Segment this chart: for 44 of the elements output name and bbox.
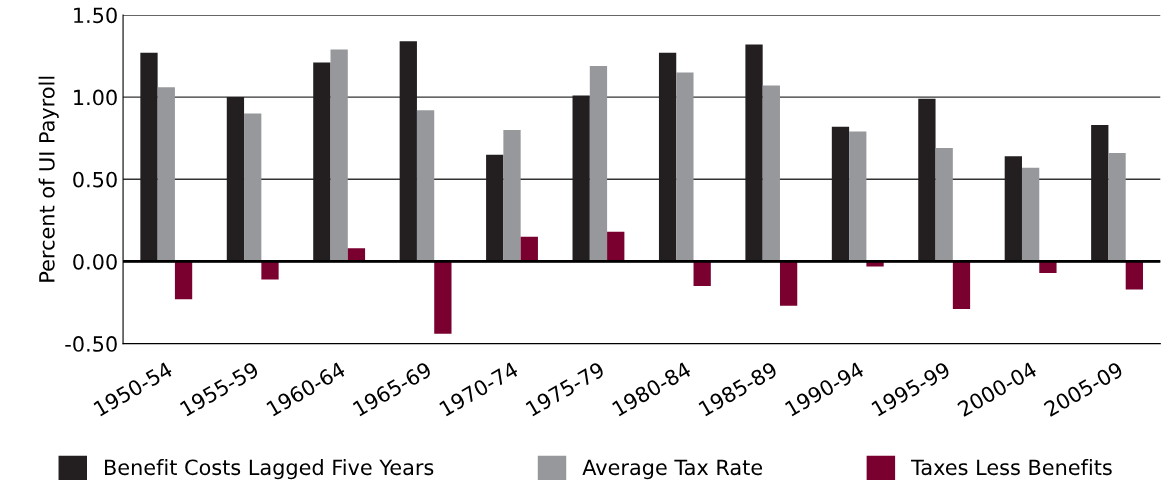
bar	[779, 261, 798, 306]
legend-label: Average Tax Rate	[582, 459, 763, 480]
bar	[607, 231, 625, 262]
y-axis-title: Percent of UI Payroll	[38, 76, 59, 282]
bar	[486, 154, 504, 262]
bar	[1091, 125, 1109, 262]
bar	[1004, 156, 1022, 262]
bar	[1125, 261, 1143, 290]
bar	[174, 261, 193, 300]
y-tick-label: 0.00	[73, 253, 117, 270]
y-tick-label: 0.50	[73, 171, 117, 188]
bar	[399, 41, 417, 262]
bar	[1108, 152, 1126, 262]
bar	[658, 52, 677, 262]
bar	[952, 261, 971, 310]
bar	[157, 87, 175, 262]
bar	[347, 248, 366, 262]
y-tick-label: -0.50	[65, 336, 117, 352]
y-tick-label: 1.00	[74, 89, 117, 106]
legend-label: Benefit Costs Lagged Five Years	[105, 459, 434, 480]
bar	[140, 52, 158, 262]
bar	[244, 113, 262, 262]
bar	[935, 148, 953, 262]
bar	[762, 85, 780, 262]
bar	[831, 126, 850, 262]
bar	[313, 62, 331, 262]
bar	[503, 129, 521, 262]
bar	[849, 131, 867, 262]
bar	[693, 261, 711, 287]
bar	[572, 95, 590, 262]
bar	[416, 110, 435, 262]
bar	[589, 65, 608, 262]
bar	[520, 236, 538, 262]
bar	[261, 261, 279, 280]
bar	[1021, 167, 1040, 262]
bar	[918, 98, 936, 262]
bar	[745, 44, 763, 262]
bar	[434, 261, 452, 334]
bar	[1039, 261, 1057, 273]
y-tick-label: 1.50	[74, 7, 117, 24]
bar	[676, 72, 694, 262]
legend-label: Taxes Less Benefits	[911, 459, 1112, 476]
bar	[226, 97, 245, 262]
bar	[330, 49, 348, 262]
